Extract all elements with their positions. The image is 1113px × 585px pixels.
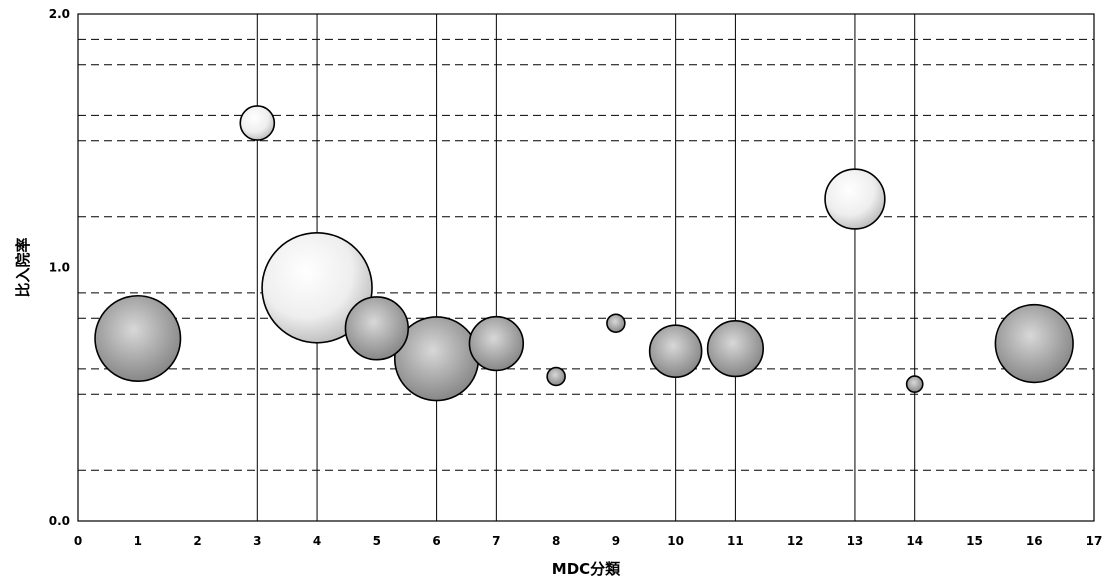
y-axis-title: 比入院率 bbox=[14, 237, 32, 297]
bubble-point bbox=[994, 303, 1074, 384]
x-tick-label: 10 bbox=[667, 534, 684, 548]
x-tick-label: 0 bbox=[74, 534, 82, 548]
grid-lines bbox=[78, 14, 1094, 521]
bubble-point bbox=[261, 231, 373, 344]
x-tick-label: 8 bbox=[552, 534, 560, 548]
x-tick-label: 9 bbox=[612, 534, 620, 548]
x-tick-label: 13 bbox=[847, 534, 864, 548]
x-tick-label: 15 bbox=[966, 534, 983, 548]
x-axis-title: MDC分類 bbox=[552, 560, 621, 578]
x-tick-label: 11 bbox=[727, 534, 744, 548]
x-tick-label: 16 bbox=[1026, 534, 1043, 548]
bubble-point bbox=[344, 296, 409, 361]
y-tick-label: 0.0 bbox=[49, 514, 70, 528]
y-tick-label: 2.0 bbox=[49, 7, 70, 21]
x-tick-label: 17 bbox=[1086, 534, 1103, 548]
x-tick-label: 6 bbox=[432, 534, 440, 548]
x-tick-label: 1 bbox=[134, 534, 142, 548]
bubble-point bbox=[706, 320, 765, 378]
bubble-point bbox=[606, 313, 626, 334]
x-tick-label: 2 bbox=[193, 534, 201, 548]
plot-area-frame bbox=[77, 13, 1095, 522]
bubble-point bbox=[905, 375, 924, 393]
x-tick-label: 14 bbox=[906, 534, 923, 548]
bubble-point bbox=[239, 105, 276, 141]
bubble-point bbox=[546, 366, 566, 387]
x-tick-label: 7 bbox=[492, 534, 500, 548]
bubble-point bbox=[824, 168, 886, 230]
x-tick-label: 12 bbox=[787, 534, 804, 548]
x-tick-label: 3 bbox=[253, 534, 261, 548]
x-axis-tick-labels: 0 1 2 3 4 5 6 7 8 9 10 11 12 13 14 15 16 17 bbox=[74, 534, 1103, 548]
bubble-point bbox=[468, 315, 525, 372]
y-axis-tick-labels: 0.0 1.0 2.0 bbox=[49, 7, 70, 528]
x-tick-label: 5 bbox=[373, 534, 381, 548]
bubble-point bbox=[648, 324, 703, 378]
x-tick-label: 4 bbox=[313, 534, 321, 548]
y-tick-label: 1.0 bbox=[49, 261, 70, 275]
bubble-point bbox=[94, 294, 182, 383]
bubble-series bbox=[94, 105, 1074, 402]
